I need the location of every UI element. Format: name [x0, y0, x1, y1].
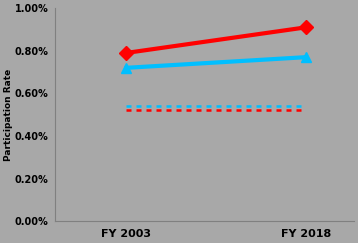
Y-axis label: Participation Rate: Participation Rate: [4, 69, 13, 161]
